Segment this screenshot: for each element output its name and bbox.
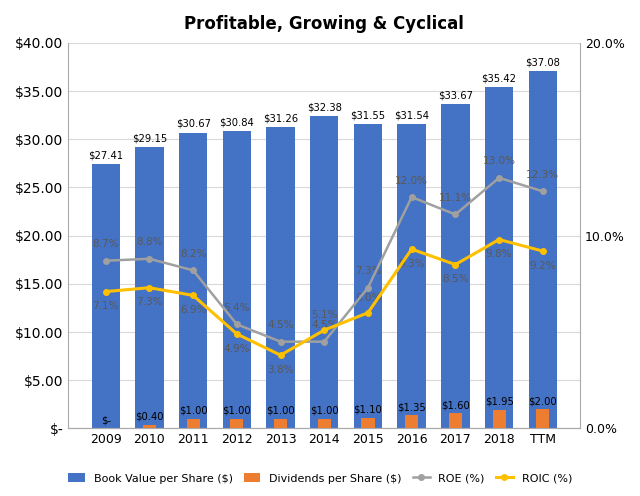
ROIC (%) <box>408 246 415 252</box>
Text: $29.15: $29.15 <box>132 133 167 144</box>
Text: $1.10: $1.10 <box>353 405 382 415</box>
ROIC (%) <box>233 331 241 337</box>
Text: 5.4%: 5.4% <box>223 303 250 313</box>
Bar <box>441 104 470 429</box>
Text: 9.2%: 9.2% <box>529 261 556 271</box>
ROIC (%) <box>321 327 328 333</box>
Bar <box>536 409 549 429</box>
Text: $31.54: $31.54 <box>394 111 429 121</box>
ROE (%) <box>452 211 460 217</box>
Text: 9.8%: 9.8% <box>486 249 513 259</box>
Text: $31.55: $31.55 <box>350 111 385 121</box>
Bar <box>230 419 243 429</box>
Text: $30.84: $30.84 <box>220 118 254 127</box>
Text: 11.1%: 11.1% <box>439 193 472 203</box>
Line: ROIC (%): ROIC (%) <box>103 237 545 358</box>
Text: $1.00: $1.00 <box>310 406 339 416</box>
Text: 7.3%: 7.3% <box>136 297 163 308</box>
Text: $1.60: $1.60 <box>441 400 470 410</box>
Text: 4.9%: 4.9% <box>223 344 250 354</box>
ROIC (%) <box>189 293 197 299</box>
Bar <box>187 419 200 429</box>
ROE (%) <box>276 339 284 345</box>
Bar <box>397 124 426 429</box>
Text: 7.1%: 7.1% <box>92 301 119 311</box>
ROIC (%) <box>364 310 372 316</box>
ROE (%) <box>145 256 153 262</box>
Text: $33.67: $33.67 <box>438 90 473 100</box>
ROIC (%) <box>539 248 547 254</box>
Text: 6.9%: 6.9% <box>180 305 206 315</box>
Title: Profitable, Growing & Cyclical: Profitable, Growing & Cyclical <box>184 15 464 33</box>
Text: 4.5%: 4.5% <box>268 320 294 330</box>
ROE (%) <box>189 267 197 273</box>
Text: $30.67: $30.67 <box>175 119 211 129</box>
ROE (%) <box>102 258 109 264</box>
Text: $-: $- <box>100 416 111 426</box>
Legend: Book Value per Share ($), Dividends per Share ($), ROE (%), ROIC (%): Book Value per Share ($), Dividends per … <box>63 469 577 488</box>
Bar <box>266 127 295 429</box>
Text: 13.0%: 13.0% <box>483 156 516 166</box>
Text: 12.0%: 12.0% <box>395 176 428 186</box>
Bar <box>485 87 513 429</box>
ROIC (%) <box>452 261 460 267</box>
ROIC (%) <box>102 289 109 295</box>
Bar <box>529 71 557 429</box>
Line: ROE (%): ROE (%) <box>103 175 545 344</box>
Text: $1.00: $1.00 <box>266 406 295 416</box>
ROE (%) <box>408 194 415 200</box>
Text: 8.2%: 8.2% <box>180 249 206 259</box>
Bar <box>362 418 374 429</box>
Text: 8.5%: 8.5% <box>442 274 468 284</box>
Text: $35.42: $35.42 <box>481 73 516 83</box>
Text: $37.08: $37.08 <box>525 57 560 67</box>
Text: $32.38: $32.38 <box>307 103 342 113</box>
ROE (%) <box>495 175 503 181</box>
Text: $1.00: $1.00 <box>179 406 207 416</box>
Text: 9.3%: 9.3% <box>399 259 425 269</box>
Bar <box>223 131 251 429</box>
Text: $2.00: $2.00 <box>529 396 557 406</box>
ROIC (%) <box>495 237 503 243</box>
Text: $1.35: $1.35 <box>397 403 426 413</box>
Text: $0.40: $0.40 <box>135 412 164 422</box>
Text: 8.8%: 8.8% <box>136 237 163 247</box>
Bar <box>405 416 418 429</box>
ROE (%) <box>321 339 328 345</box>
Text: $31.26: $31.26 <box>263 113 298 124</box>
Bar <box>92 164 120 429</box>
Bar <box>135 147 164 429</box>
Bar <box>354 124 382 429</box>
Bar <box>493 410 506 429</box>
Text: 5.1%: 5.1% <box>311 310 337 320</box>
Text: $1.00: $1.00 <box>223 406 251 416</box>
Bar <box>310 117 339 429</box>
Bar <box>179 133 207 429</box>
Bar <box>317 419 331 429</box>
ROIC (%) <box>145 285 153 291</box>
Text: 8.7%: 8.7% <box>92 239 119 249</box>
ROE (%) <box>233 321 241 327</box>
Text: 12.3%: 12.3% <box>526 170 559 180</box>
Bar <box>274 419 287 429</box>
Bar <box>143 425 156 429</box>
ROIC (%) <box>276 352 284 358</box>
Text: 6.0%: 6.0% <box>355 293 381 303</box>
Text: 3.8%: 3.8% <box>268 365 294 375</box>
Text: $1.95: $1.95 <box>484 397 513 407</box>
Text: 7.3%: 7.3% <box>355 266 381 276</box>
ROE (%) <box>539 188 547 194</box>
Bar <box>449 413 462 429</box>
Text: $27.41: $27.41 <box>88 150 124 160</box>
ROE (%) <box>364 285 372 291</box>
Text: 4.5%: 4.5% <box>311 320 337 330</box>
